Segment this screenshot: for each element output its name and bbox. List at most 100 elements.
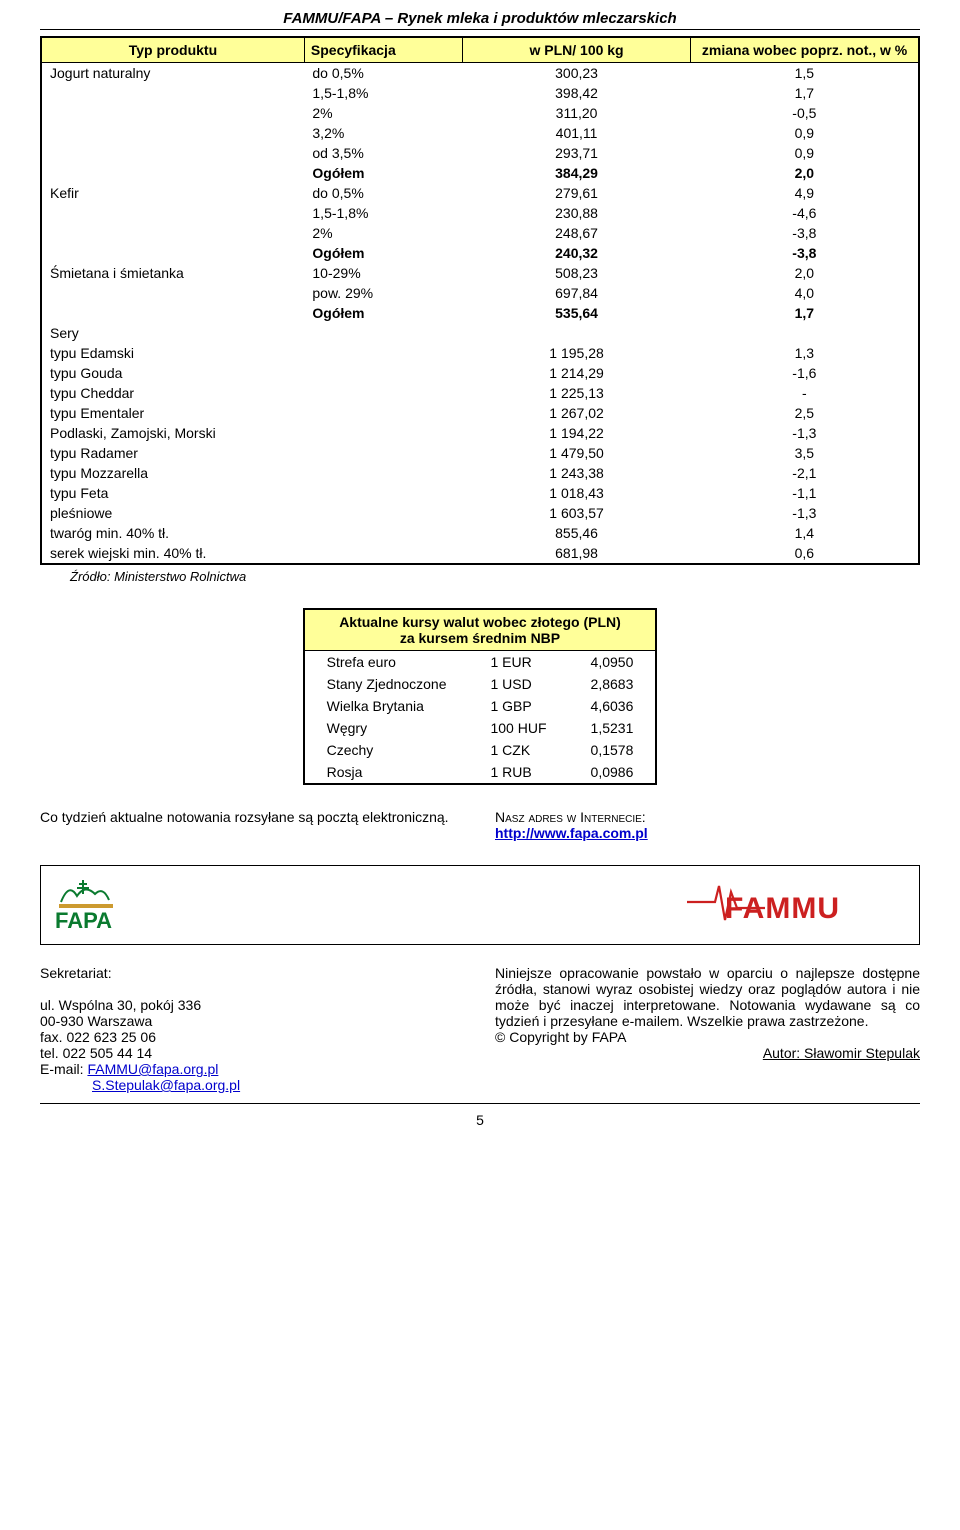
cell: -1,1 (691, 483, 919, 503)
cell: 3,2% (304, 123, 462, 143)
cell: twaróg min. 40% tł. (41, 523, 304, 543)
cell (462, 323, 690, 343)
fx-row: Czechy1 CZK0,1578 (304, 739, 657, 761)
cell (304, 343, 462, 363)
cell: typu Mozzarella (41, 463, 304, 483)
cell: Jogurt naturalny (41, 63, 304, 84)
cell: 1 018,43 (462, 483, 690, 503)
col-product: Typ produktu (41, 37, 304, 63)
note-left: Co tydzień aktualne notowania rozsyłane … (40, 809, 465, 841)
cell: -2,1 (691, 463, 919, 483)
cell (41, 203, 304, 223)
cell: 1 CZK (468, 739, 568, 761)
cell: 240,32 (462, 243, 690, 263)
email-link-1[interactable]: FAMMU@fapa.org.pl (87, 1061, 218, 1077)
table-row: pleśniowe1 603,57-1,3 (41, 503, 919, 523)
logo-row: FAPA FAMMU (40, 865, 920, 945)
cell: od 3,5% (304, 143, 462, 163)
cell (41, 223, 304, 243)
cell: Podlaski, Zamojski, Morski (41, 423, 304, 443)
cell: 248,67 (462, 223, 690, 243)
cell: 1,5231 (569, 717, 657, 739)
table-row: typu Gouda1 214,29-1,6 (41, 363, 919, 383)
note-right: Nasz adres w Internecie: http://www.fapa… (495, 809, 920, 841)
cell: Rosja (304, 761, 469, 784)
cell: 697,84 (462, 283, 690, 303)
cell: 1,5-1,8% (304, 203, 462, 223)
cell: - (691, 383, 919, 403)
cell: 1 225,13 (462, 383, 690, 403)
cell: 1 479,50 (462, 443, 690, 463)
cell: -0,5 (691, 103, 919, 123)
cell: 10-29% (304, 263, 462, 283)
cell: 1,4 (691, 523, 919, 543)
cell: typu Cheddar (41, 383, 304, 403)
cell (691, 323, 919, 343)
cell: -1,3 (691, 503, 919, 523)
cell: 1 GBP (468, 695, 568, 717)
table-row: typu Edamski1 195,281,3 (41, 343, 919, 363)
cell: 2% (304, 223, 462, 243)
website-link[interactable]: http://www.fapa.com.pl (495, 825, 648, 841)
table-row: 1,5-1,8%398,421,7 (41, 83, 919, 103)
table-row: Śmietana i śmietanka10-29%508,232,0 (41, 263, 919, 283)
cell: 2,5 (691, 403, 919, 423)
cell: 230,88 (462, 203, 690, 223)
cell (41, 143, 304, 163)
cell: 4,0950 (569, 651, 657, 674)
cell (41, 303, 304, 323)
cell (41, 83, 304, 103)
page-number: 5 (40, 1112, 920, 1128)
cell: -3,8 (691, 243, 919, 263)
cell: 1,7 (691, 303, 919, 323)
cell: 0,1578 (569, 739, 657, 761)
cell (41, 283, 304, 303)
cell: 4,6036 (569, 695, 657, 717)
price-table: Typ produktu Specyfikacja w PLN/ 100 kg … (40, 36, 920, 565)
footer-rule (40, 1103, 920, 1104)
cell: 311,20 (462, 103, 690, 123)
cell: Czechy (304, 739, 469, 761)
cell: -1,3 (691, 423, 919, 443)
cell: 2,8683 (569, 673, 657, 695)
cell (304, 443, 462, 463)
email-link-2[interactable]: S.Stepulak@fapa.org.pl (92, 1077, 240, 1093)
fx-row: Strefa euro1 EUR4,0950 (304, 651, 657, 674)
table-row: od 3,5%293,710,9 (41, 143, 919, 163)
fx-table: Aktualne kursy walut wobec złotego (PLN)… (303, 608, 658, 785)
table-row: Sery (41, 323, 919, 343)
cell (304, 323, 462, 343)
table-row: 2%248,67-3,8 (41, 223, 919, 243)
cell: 4,9 (691, 183, 919, 203)
cell: 508,23 (462, 263, 690, 283)
header-rule (40, 29, 920, 30)
svg-text:FAPA: FAPA (55, 908, 112, 933)
fapa-logo: FAPA (55, 876, 205, 934)
cell: 401,11 (462, 123, 690, 143)
page-header: FAMMU/FAPA – Rynek mleka i produktów mle… (40, 10, 920, 29)
cell: 0,6 (691, 543, 919, 564)
fx-row: Wielka Brytania1 GBP4,6036 (304, 695, 657, 717)
contact-block: Sekretariat: ul. Wspólna 30, pokój 336 0… (40, 965, 465, 1093)
fx-row: Stany Zjednoczone1 USD2,8683 (304, 673, 657, 695)
cell: 4,0 (691, 283, 919, 303)
table-row: typu Feta 1 018,43-1,1 (41, 483, 919, 503)
cell: 1,5 (691, 63, 919, 84)
col-price: w PLN/ 100 kg (462, 37, 690, 63)
cell: 3,5 (691, 443, 919, 463)
cell (41, 163, 304, 183)
cell: Stany Zjednoczone (304, 673, 469, 695)
cell (304, 403, 462, 423)
cell: typu Gouda (41, 363, 304, 383)
cell: 0,0986 (569, 761, 657, 784)
cell: typu Feta (41, 483, 304, 503)
cell: 855,46 (462, 523, 690, 543)
cell: 2% (304, 103, 462, 123)
cell: do 0,5% (304, 183, 462, 203)
cell: typu Ementaler (41, 403, 304, 423)
cell: 1 243,38 (462, 463, 690, 483)
cell (41, 103, 304, 123)
cell: 681,98 (462, 543, 690, 564)
table-row: 2%311,20-0,5 (41, 103, 919, 123)
table-row: typu Cheddar 1 225,13- (41, 383, 919, 403)
